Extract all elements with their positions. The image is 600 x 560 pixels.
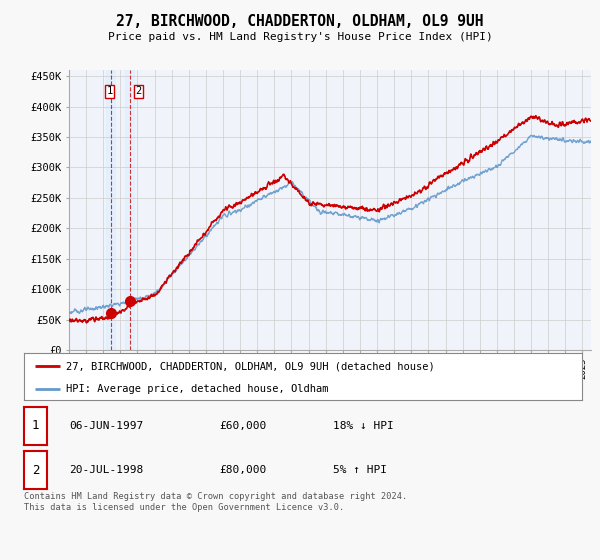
Text: 18% ↓ HPI: 18% ↓ HPI (333, 421, 394, 431)
Text: 27, BIRCHWOOD, CHADDERTON, OLDHAM, OL9 9UH: 27, BIRCHWOOD, CHADDERTON, OLDHAM, OL9 9… (116, 14, 484, 29)
Text: 1: 1 (107, 86, 113, 96)
Text: 2: 2 (32, 464, 39, 477)
Text: Price paid vs. HM Land Registry's House Price Index (HPI): Price paid vs. HM Land Registry's House … (107, 32, 493, 43)
Text: £60,000: £60,000 (219, 421, 266, 431)
Text: Contains HM Land Registry data © Crown copyright and database right 2024.
This d: Contains HM Land Registry data © Crown c… (24, 492, 407, 512)
Text: HPI: Average price, detached house, Oldham: HPI: Average price, detached house, Oldh… (66, 384, 328, 394)
Text: 2: 2 (135, 86, 142, 96)
Text: £80,000: £80,000 (219, 465, 266, 475)
Text: 06-JUN-1997: 06-JUN-1997 (69, 421, 143, 431)
Text: 27, BIRCHWOOD, CHADDERTON, OLDHAM, OL9 9UH (detached house): 27, BIRCHWOOD, CHADDERTON, OLDHAM, OL9 9… (66, 361, 434, 371)
Text: 1: 1 (32, 419, 39, 432)
Bar (125, 70, 134, 350)
Text: 5% ↑ HPI: 5% ↑ HPI (333, 465, 387, 475)
Text: 20-JUL-1998: 20-JUL-1998 (69, 465, 143, 475)
Bar (106, 70, 115, 350)
